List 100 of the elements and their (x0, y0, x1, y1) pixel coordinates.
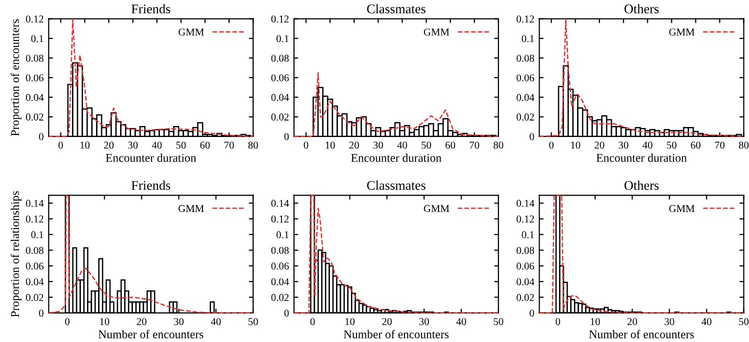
x-tick-label: 20 (349, 142, 359, 149)
y-tick-label: 0.02 (26, 114, 44, 121)
y-tick-label: 0.14 (271, 200, 289, 207)
y-tick-label: 0.1 (276, 35, 289, 42)
x-tick-label: 0 (58, 142, 63, 149)
x-axis-title: Encounter duration (351, 154, 442, 162)
x-tick-label: 10 (590, 318, 600, 326)
legend-label: GMM (669, 28, 694, 36)
y-tick-label: 0.1 (522, 231, 534, 238)
y-tick-label: 0.12 (271, 15, 289, 23)
y-tick-label: 0.14 (516, 200, 534, 207)
x-tick-label: 10 (345, 318, 355, 326)
x-tick-label: 10 (326, 142, 335, 149)
chart-title: Others (624, 4, 659, 14)
legend-label: GMM (424, 205, 450, 212)
x-tick-label: 30 (419, 318, 429, 326)
legend-label: GMM (178, 205, 204, 212)
legend-label: GMM (178, 28, 204, 36)
x-tick-label: 10 (571, 142, 580, 149)
x-tick-label: 0 (556, 318, 560, 326)
y-tick-label: 0.08 (26, 54, 44, 62)
y-tick-label: 0.02 (26, 294, 44, 302)
y-tick-label: 0.06 (516, 74, 534, 82)
x-tick-label: 20 (104, 142, 114, 149)
x-tick-label: 0 (310, 318, 315, 326)
x-tick-label: 0 (549, 142, 554, 149)
x-tick-label: 30 (373, 142, 383, 149)
y-tick-label: 0.02 (271, 114, 289, 121)
y-tick-label: 0.12 (516, 216, 534, 223)
x-tick-label: 30 (128, 142, 138, 149)
y-tick-label: 0.12 (26, 15, 44, 23)
y-tick-label: 0.14 (26, 200, 44, 207)
y-tick-label: 0.06 (271, 74, 289, 82)
chart-title: Friends (131, 4, 170, 14)
x-tick-label: 40 (642, 142, 652, 149)
y-tick-label: 0.08 (516, 54, 534, 62)
x-axis-title: Number of encounters (98, 330, 204, 338)
y-tick-label: 0 (530, 310, 534, 317)
y-tick-label: 0.06 (26, 262, 44, 270)
y-tick-label: 0.04 (26, 278, 44, 286)
x-tick-label: 70 (715, 142, 725, 149)
chart-title: Classmates (367, 180, 426, 190)
y-tick-label: 0.12 (271, 216, 289, 223)
y-tick-label: 0.1 (31, 35, 44, 42)
x-tick-label: 0 (304, 142, 308, 149)
x-axis-title: Encounter duration (106, 154, 196, 162)
y-tick-label: 0.04 (271, 94, 289, 102)
y-tick-label: 0.06 (26, 74, 44, 82)
y-tick-label: 0.1 (31, 231, 44, 238)
x-tick-label: 40 (397, 142, 408, 149)
y-axis-title: Proportion of encounters (10, 19, 22, 136)
x-tick-label: 50 (422, 142, 432, 149)
y-tick-label: 0.12 (26, 216, 44, 223)
x-tick-label: 50 (494, 318, 504, 326)
y-tick-label: 0 (284, 310, 289, 317)
x-tick-label: 10 (80, 142, 90, 149)
x-tick-label: 0 (65, 318, 70, 326)
x-tick-label: 80 (248, 142, 258, 149)
x-tick-label: 50 (667, 142, 676, 149)
y-tick-label: 0.04 (516, 94, 534, 102)
x-axis-title: Encounter duration (596, 154, 687, 162)
y-tick-label: 0.06 (271, 262, 289, 270)
chart-title: Others (624, 180, 659, 190)
x-tick-label: 30 (618, 142, 628, 149)
x-tick-label: 70 (224, 142, 234, 149)
x-tick-label: 60 (690, 142, 700, 149)
y-tick-label: 0 (39, 133, 44, 140)
x-tick-label: 50 (176, 142, 186, 149)
y-tick-label: 0.02 (271, 294, 289, 302)
y-axis-title: Proportion of relationships (10, 191, 22, 318)
x-tick-label: 40 (152, 142, 162, 149)
y-tick-label: 0.12 (516, 15, 534, 23)
x-tick-label: 40 (456, 318, 466, 326)
x-tick-label: 50 (248, 318, 258, 326)
y-tick-label: 0 (39, 310, 44, 317)
y-tick-label: 0.02 (516, 114, 534, 121)
legend-label: GMM (424, 28, 450, 36)
y-tick-label: 0 (284, 133, 289, 140)
x-tick-label: 20 (382, 318, 392, 326)
y-tick-label: 0.08 (271, 246, 289, 254)
x-tick-label: 60 (200, 142, 210, 149)
x-tick-label: 30 (174, 318, 184, 326)
y-tick-label: 0.04 (26, 94, 44, 102)
y-tick-label: 0.04 (516, 278, 534, 286)
y-tick-label: 0.08 (26, 246, 44, 254)
x-tick-label: 80 (494, 142, 504, 149)
y-tick-label: 0 (530, 133, 534, 140)
x-tick-label: 70 (470, 142, 480, 149)
x-tick-label: 60 (446, 142, 456, 149)
y-tick-label: 0.08 (516, 246, 534, 254)
y-tick-label: 0.08 (271, 54, 289, 62)
legend-label: GMM (669, 205, 694, 212)
x-tick-label: 40 (702, 318, 712, 326)
y-tick-label: 0.1 (522, 35, 534, 42)
x-tick-label: 20 (594, 142, 604, 149)
chart-title: Classmates (367, 4, 426, 14)
y-tick-label: 0.04 (271, 278, 289, 286)
y-tick-label: 0.1 (276, 231, 289, 238)
x-axis-title: Number of encounters (344, 330, 449, 338)
x-tick-label: 20 (627, 318, 638, 326)
